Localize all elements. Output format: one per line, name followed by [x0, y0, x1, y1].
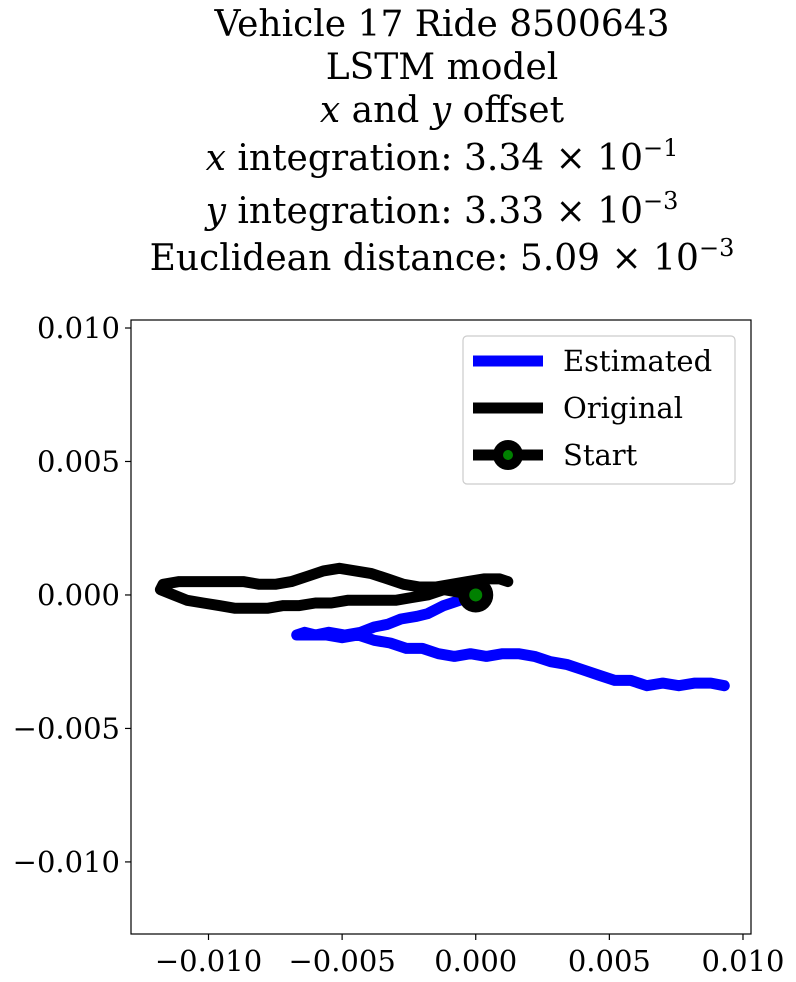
start-marker-group: [458, 577, 494, 613]
title-line-5-part-2: integration: 3.33 × 10: [226, 191, 643, 232]
title-line-1: Vehicle 17 Ride 8500643: [213, 4, 669, 45]
legend-label-estimated: Estimated: [563, 344, 712, 378]
title-line-4: x integration: 3.34 × 10−1: [206, 134, 679, 179]
title-line-3: x and y offset: [320, 90, 565, 131]
title-line-4-part-2: integration: 3.34 × 10: [226, 138, 643, 179]
title-line-2-part-1: LSTM model: [326, 47, 559, 88]
title-line-5-part-1: y: [204, 191, 227, 232]
title-line-3-part-3: y: [429, 90, 452, 131]
series-line-original: [154, 562, 514, 614]
legend-box: [462, 335, 736, 485]
title-line-2: LSTM model: [326, 47, 559, 88]
title-line-4-part-3: −1: [643, 134, 678, 162]
x-tick-label: −0.005: [288, 944, 395, 978]
x-tick-label: 0.005: [568, 944, 651, 978]
y-tick-label: 0.010: [37, 311, 120, 345]
title-line-3-part-1: x: [320, 90, 340, 131]
plot-series: [154, 562, 730, 692]
legend-marker-start: [493, 440, 523, 470]
x-tick-label: 0.000: [434, 944, 517, 978]
x-tick-label: 0.010: [701, 944, 784, 978]
title-line-6-part-2: −3: [699, 234, 734, 262]
x-tick-label: −0.010: [155, 944, 262, 978]
title-line-6: Euclidean distance: 5.09 × 10−3: [150, 234, 735, 279]
legend-label-original: Original: [563, 391, 683, 425]
title-line-3-part-2: and: [340, 90, 431, 131]
y-axis: −0.010 −0.005 0.000 0.005 0.010: [13, 311, 131, 879]
series-line-estimated: [291, 589, 730, 692]
start-marker: [458, 577, 494, 613]
y-tick-label: 0.005: [37, 444, 120, 478]
y-tick-label: −0.010: [13, 845, 120, 879]
legend-label-start: Start: [563, 438, 638, 472]
y-tick-label: 0.000: [37, 578, 120, 612]
title-line-4-part-1: x: [206, 138, 226, 179]
title-line-5: y integration: 3.33 × 10−3: [204, 187, 679, 232]
title-line-3-part-4: offset: [451, 90, 564, 131]
plot-frame: [130, 319, 752, 935]
title-line-5-part-3: −3: [643, 187, 678, 215]
y-tick-label: −0.005: [13, 711, 120, 745]
legend: Estimated Original Start: [462, 335, 736, 485]
title-line-6-part-1: Euclidean distance: 5.09 × 10: [150, 238, 699, 279]
x-axis: −0.010 −0.005 0.000 0.005 0.010: [155, 934, 784, 978]
title-line-1-part-1: Vehicle 17 Ride 8500643: [213, 4, 669, 45]
